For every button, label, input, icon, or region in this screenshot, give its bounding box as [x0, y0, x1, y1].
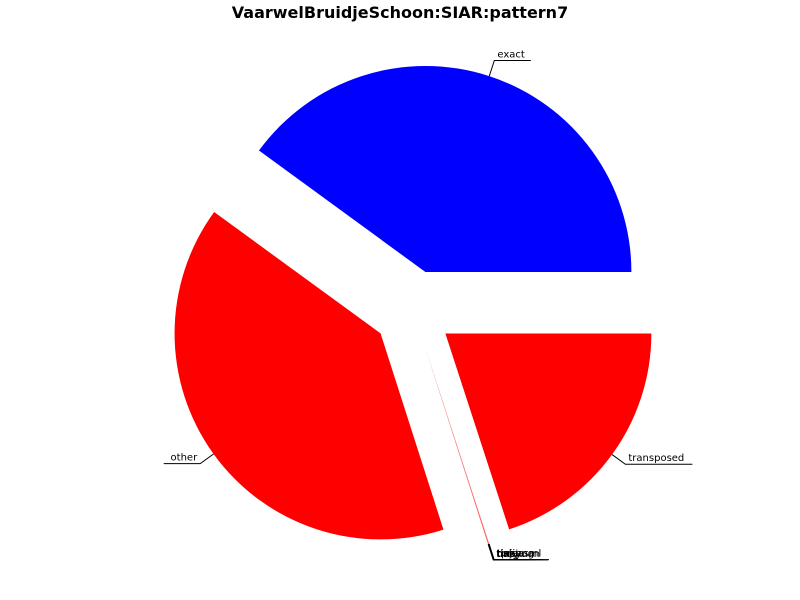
pie-slice-tpreasml	[425, 348, 490, 544]
chart-title: VaarwelBruidjeSchoon:SIAR:pattern7	[232, 3, 568, 22]
slice-label-tinaj: tinaj	[496, 549, 518, 560]
slice-labels: exact other tinajtiaoyuanmoyutiejiutisheng…	[163, 49, 693, 561]
slice-label-tisheng: tisheng	[497, 549, 534, 560]
pie-slice-moyu	[425, 348, 489, 545]
pie-slices	[174, 65, 652, 545]
pie-slice-tisheng	[425, 348, 489, 545]
pie-slice-exact	[258, 65, 632, 272]
slice-label-exact: exact	[497, 49, 525, 60]
slice-label-tiejiu: tiejiu	[497, 549, 522, 560]
pie-slice-tiaoyuan	[425, 348, 489, 545]
slice-label-moyu: moyu	[497, 549, 525, 560]
slice-label-tiaoyuan: tiaoyuan	[496, 549, 540, 560]
pie-slice-tinaj	[425, 348, 489, 545]
leader-line-transposed	[611, 454, 693, 465]
pie-slice-transposed	[445, 333, 652, 530]
leader-line-other	[163, 453, 214, 465]
pie-slice-other	[174, 212, 444, 540]
leader-line-tpreasml	[488, 543, 549, 561]
slice-label-tpreasml: tpreasml	[497, 549, 541, 560]
slice-label-transposed: transposed	[628, 453, 684, 464]
leader-line-exact	[488, 59, 531, 77]
pie-slice-tiejiu	[425, 348, 489, 545]
slice-label-other: other	[171, 453, 199, 464]
